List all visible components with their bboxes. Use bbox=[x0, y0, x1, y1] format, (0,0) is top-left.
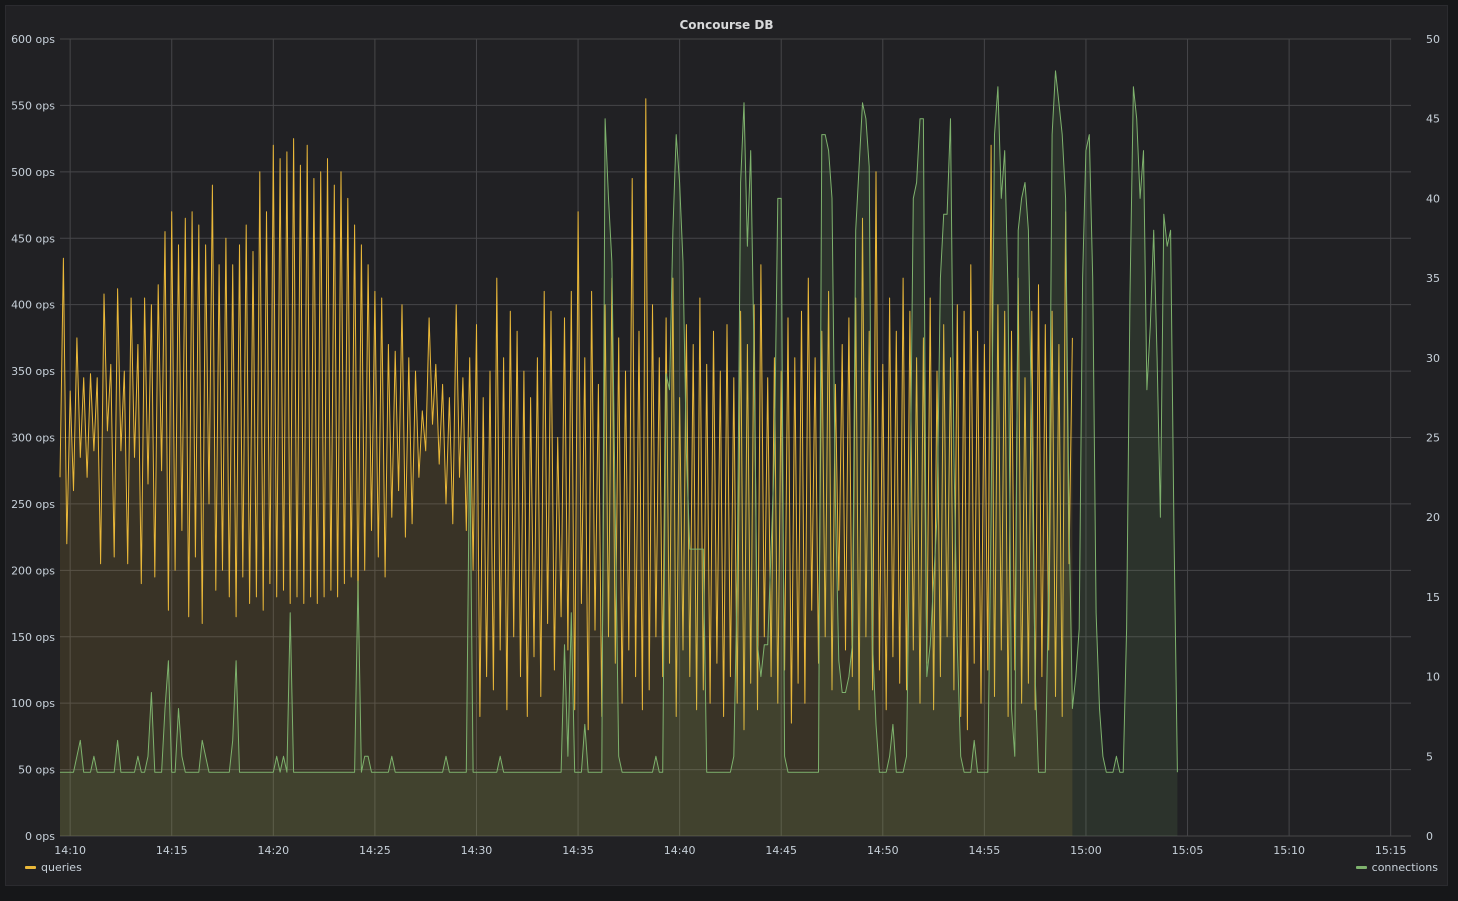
y-left-tick-label: 400 ops bbox=[11, 299, 55, 312]
legend-connections-swatch bbox=[1355, 866, 1367, 869]
y-right-tick-label: 45 bbox=[1426, 113, 1440, 126]
x-axis: 14:10 14:15 14:20 14:25 14:30 14:35 14:40 14:45… bbox=[54, 844, 1406, 857]
y-right-tick-label: 40 bbox=[1426, 192, 1440, 205]
y-left-tick-label: 550 ops bbox=[11, 99, 55, 112]
y-right-tick-label: 25 bbox=[1426, 432, 1440, 445]
x-tick-label: 15:05 bbox=[1172, 844, 1204, 857]
x-tick-label: 14:40 bbox=[664, 844, 696, 857]
x-tick-label: 14:55 bbox=[969, 844, 1001, 857]
y-left-tick-label: 50 ops bbox=[18, 764, 55, 777]
graph-panel: Concourse DB bbox=[5, 5, 1448, 886]
x-tick-label: 14:35 bbox=[562, 844, 594, 857]
y-left-tick-label: 200 ops bbox=[11, 564, 55, 577]
series-connections-line bbox=[60, 70, 1178, 773]
x-tick-label: 14:50 bbox=[867, 844, 899, 857]
legend-connections[interactable]: connections bbox=[1355, 861, 1438, 874]
series-connections-area bbox=[60, 70, 1178, 836]
y-right-tick-label: 30 bbox=[1426, 352, 1440, 365]
x-tick-label: 14:15 bbox=[156, 844, 188, 857]
y-left-tick-label: 250 ops bbox=[11, 498, 55, 511]
series-queries-line bbox=[59, 98, 1073, 731]
x-tick-label: 14:30 bbox=[461, 844, 493, 857]
y-left-tick-label: 100 ops bbox=[11, 697, 55, 710]
y-right-tick-label: 35 bbox=[1426, 272, 1440, 285]
y-left-tick-label: 300 ops bbox=[11, 432, 55, 445]
x-tick-label: 14:45 bbox=[765, 844, 797, 857]
y-right-tick-label: 10 bbox=[1426, 671, 1440, 684]
x-tick-label: 15:15 bbox=[1375, 844, 1407, 857]
y-right-tick-label: 20 bbox=[1426, 511, 1440, 524]
y-right-tick-label: 5 bbox=[1426, 750, 1433, 763]
y-left-tick-label: 600 ops bbox=[11, 33, 55, 46]
x-tick-label: 14:20 bbox=[257, 844, 289, 857]
x-tick-label: 14:10 bbox=[54, 844, 86, 857]
y-left-tick-label: 150 ops bbox=[11, 631, 55, 644]
legend-queries-label: queries bbox=[41, 861, 82, 874]
series-connections bbox=[60, 70, 1178, 836]
x-tick-label: 14:25 bbox=[359, 844, 391, 857]
x-tick-label: 15:00 bbox=[1070, 844, 1102, 857]
y-left-tick-label: 500 ops bbox=[11, 166, 55, 179]
panel-title[interactable]: Concourse DB bbox=[679, 18, 774, 32]
y-right-tick-label: 15 bbox=[1426, 591, 1440, 604]
legend-queries-swatch bbox=[25, 866, 36, 869]
y-right-tick-label: 50 bbox=[1426, 33, 1440, 46]
y-right-tick-label: 0 bbox=[1426, 830, 1433, 843]
x-tick-label: 15:10 bbox=[1273, 844, 1305, 857]
y-axis-left: 0 ops 50 ops 100 ops 150 ops 200 ops 250 ops 3… bbox=[11, 33, 55, 843]
y-left-tick-label: 350 ops bbox=[11, 365, 55, 378]
y-axis-right: 0 5 10 15 20 25 30 35 40 45 50 bbox=[1426, 33, 1440, 843]
grid-lines bbox=[60, 38, 1411, 837]
y-left-tick-label: 0 ops bbox=[25, 830, 55, 843]
legend-connections-label: connections bbox=[1371, 861, 1438, 874]
legend-queries[interactable]: queries bbox=[25, 861, 82, 874]
y-left-tick-label: 450 ops bbox=[11, 232, 55, 245]
